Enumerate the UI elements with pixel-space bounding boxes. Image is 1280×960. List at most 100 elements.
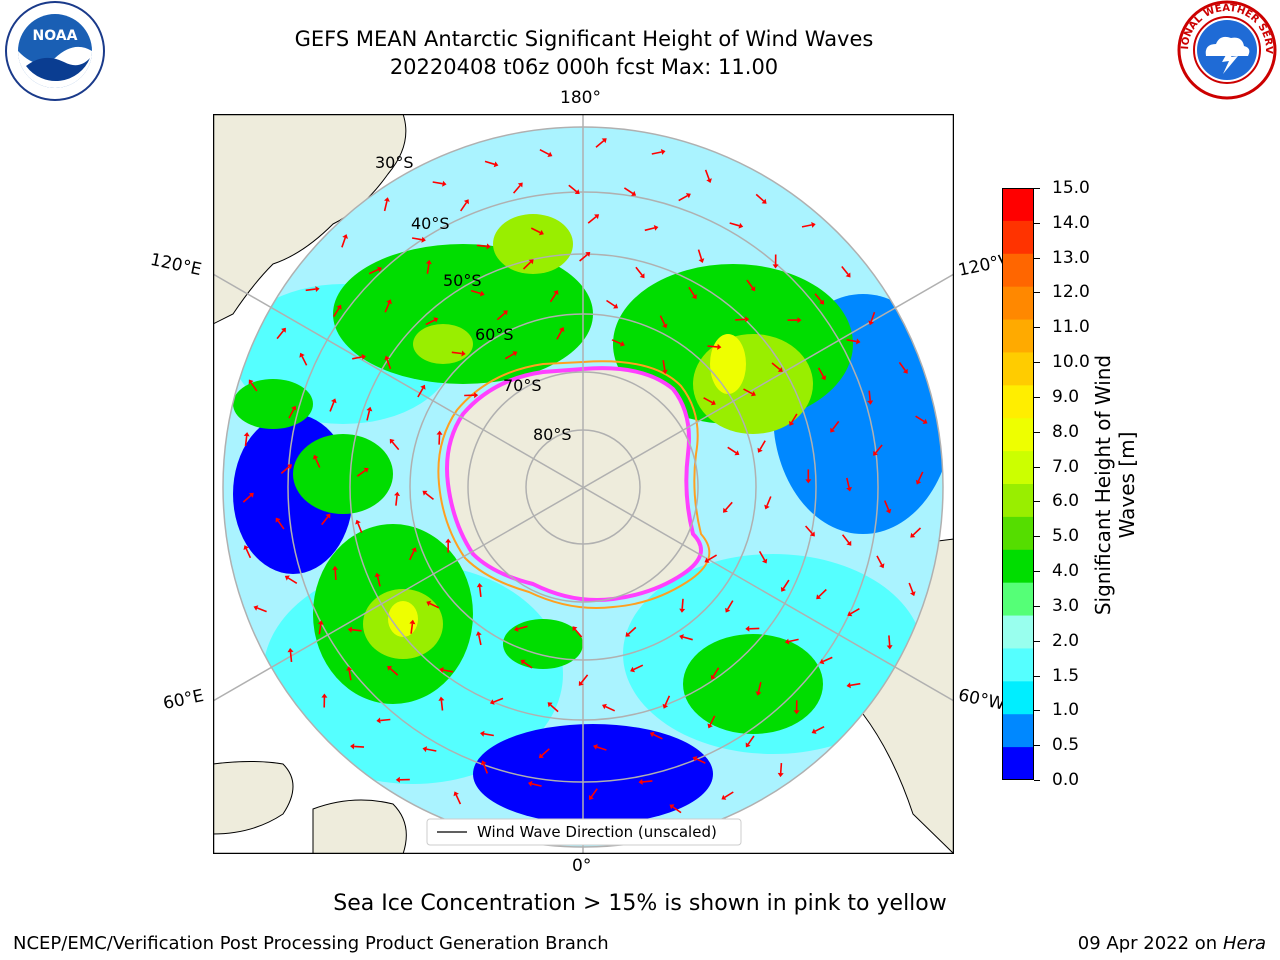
wind-wave-arrowhead	[559, 327, 565, 332]
wind-wave-arrow	[779, 763, 783, 774]
wind-wave-arrowhead	[793, 710, 800, 715]
wind-wave-arrowhead	[867, 400, 874, 405]
wind-wave-arrow	[724, 791, 734, 798]
wind-wave-arrowhead	[275, 517, 281, 523]
colorbar-tick-label: 4.0	[1052, 561, 1080, 582]
colorbar-tick	[1034, 257, 1040, 259]
wind-wave-arrow	[245, 548, 252, 559]
wind-wave-arrowhead	[691, 294, 697, 300]
wind-wave-arrow	[709, 715, 716, 726]
australia-landmass	[213, 114, 407, 325]
wind-wave-arrowhead	[915, 479, 922, 485]
wind-wave-arrow	[549, 292, 557, 303]
lat-label-60s: 60°S	[475, 325, 514, 344]
wind-wave-arrowhead	[679, 608, 686, 613]
wind-wave-arrowhead	[797, 317, 802, 324]
wind-wave-arrow	[329, 401, 335, 412]
wind-wave-arrowhead	[885, 508, 892, 514]
wind-wave-arrow	[496, 312, 506, 321]
wind-wave-arrow	[888, 635, 891, 646]
colorbar-segment	[1002, 484, 1034, 518]
colorbar-segment	[1002, 253, 1034, 288]
wind-wave-arrow	[804, 525, 813, 535]
wind-wave-arrow	[354, 745, 365, 748]
wind-wave-arrowhead	[750, 391, 756, 397]
wind-wave-arrow	[596, 746, 607, 751]
wind-wave-arrow	[425, 319, 436, 326]
lon-label-60e: 60°E	[161, 685, 206, 715]
wind-wave-arrow	[244, 435, 248, 447]
wind-wave-arrow	[429, 602, 440, 609]
colorbar-tick	[1034, 571, 1040, 573]
wind-wave-arrow	[314, 458, 321, 468]
colorbar-tick	[1034, 292, 1040, 294]
colorbar-tick	[1034, 640, 1040, 642]
colorbar-tick-label: 1.0	[1052, 700, 1080, 721]
wind-wave-arrow	[408, 550, 415, 561]
wind-wave-arrowhead	[630, 666, 635, 673]
wind-wave-arrowhead	[922, 418, 928, 424]
wind-wave-arrowhead	[578, 680, 584, 686]
wind-wave-arrowhead	[312, 454, 319, 460]
wind-wave-arrowhead	[315, 286, 320, 292]
lat-label-50s: 50°S	[443, 271, 482, 290]
colorbar-tick	[1034, 327, 1040, 329]
colorbar-segment	[1002, 681, 1034, 715]
wind-wave-arrow	[846, 339, 857, 343]
wind-wave-arrowhead	[284, 575, 290, 581]
wind-wave-arrow	[440, 700, 444, 711]
wind-wave-arrow	[605, 705, 616, 712]
wind-wave-arrowhead	[547, 151, 553, 157]
wind-wave-arrowhead	[366, 406, 373, 412]
wind-wave-arrow	[883, 500, 890, 511]
wind-wave-arrowhead	[445, 538, 452, 543]
colorbar-segment	[1002, 352, 1034, 386]
colorbar-tick-label: 0.5	[1052, 735, 1080, 756]
wind-wave-arrow	[380, 718, 391, 722]
wind-wave-arrowhead	[762, 558, 768, 564]
wind-wave-arrow	[426, 263, 430, 274]
wind-wave-arrowhead	[631, 190, 637, 196]
wind-wave-arrow	[389, 667, 399, 676]
colorbar-segment	[1002, 516, 1034, 551]
wind-wave-arrow	[590, 788, 598, 798]
wind-wave-arrow	[695, 758, 706, 764]
wind-wave-arrow	[868, 390, 871, 401]
colorbar-tick	[1034, 188, 1040, 189]
wind-wave-arrow	[712, 667, 720, 677]
wind-wave-arrowhead	[661, 369, 668, 374]
colorbar-segment	[1002, 714, 1034, 748]
wind-wave-arrow	[678, 195, 688, 202]
wind-wave-arrow	[875, 444, 883, 454]
colorbar	[1002, 188, 1034, 780]
wind-wave-arrow	[556, 330, 563, 340]
wind-wave-arrowhead	[816, 594, 822, 600]
wind-wave-arrowhead	[512, 351, 518, 357]
wind-wave-arrow	[908, 582, 914, 593]
wind-wave-arrowhead	[755, 691, 762, 696]
wind-wave-arrow	[531, 783, 542, 787]
wind-wave-arrow	[522, 261, 532, 270]
colorbar-tick	[1034, 501, 1040, 503]
wind-wave-arrow	[579, 253, 588, 262]
wind-wave-arrowhead	[442, 180, 447, 187]
wind-wave-arrow	[759, 440, 766, 450]
wind-wave-arrow	[587, 216, 597, 224]
colorbar-tick-label: 14.0	[1052, 212, 1090, 233]
wind-wave-arrowhead	[589, 795, 594, 800]
chart-subtitle: 20220408 t06z 000h fcst Max: 11.00	[389, 55, 779, 79]
nws-logo: NATIONAL WEATHER SERVICE	[1176, 0, 1277, 100]
wind-wave-arrowhead	[845, 272, 851, 278]
wind-wave-arrowhead	[547, 702, 553, 708]
wind-wave-arrow	[483, 733, 494, 737]
wind-wave-arrowhead	[422, 746, 427, 753]
wind-wave-arrow	[512, 184, 521, 194]
wind-wave-arrowhead	[409, 619, 416, 625]
colorbar-segment	[1002, 615, 1034, 649]
wind-wave-arrowhead	[811, 728, 817, 734]
wind-wave-arrowhead	[325, 513, 331, 519]
wind-wave-arrowhead	[463, 199, 469, 205]
wind-wave-arrow	[493, 697, 504, 703]
wind-wave-arrowhead	[846, 682, 851, 689]
wind-wave-arrowhead	[704, 557, 710, 563]
